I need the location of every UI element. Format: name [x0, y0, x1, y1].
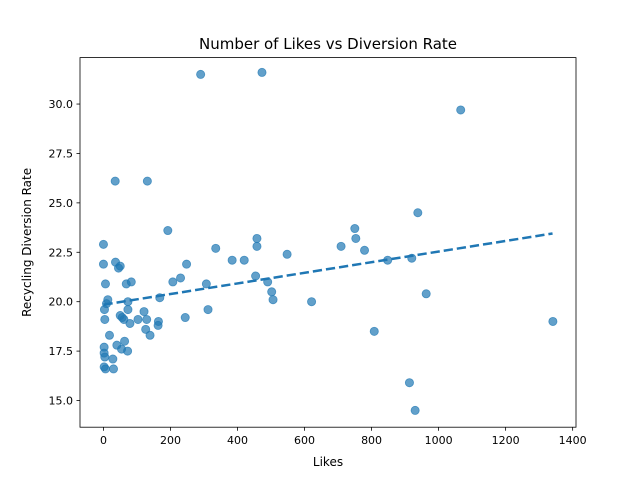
data-point [142, 176, 152, 186]
data-point [109, 364, 119, 374]
chart-title: Number of Likes vs Diversion Rate [199, 35, 457, 53]
data-point [133, 314, 143, 324]
y-tick-label: 25.0 [49, 197, 74, 210]
data-point [123, 346, 133, 356]
data-point [351, 233, 361, 243]
data-point [369, 326, 379, 336]
y-tick-label: 30.0 [49, 98, 74, 111]
data-point [180, 313, 190, 323]
trend-line [103, 232, 553, 306]
data-point [120, 336, 130, 346]
data-point [98, 239, 108, 249]
x-tick-label: 1000 [425, 434, 453, 447]
data-point [153, 320, 163, 330]
data-point [196, 69, 206, 79]
data-point [252, 233, 262, 243]
chart-marks [98, 67, 558, 415]
data-point [410, 405, 420, 415]
data-point [163, 226, 173, 236]
y-axis-ticks: 15.0 17.5 20.0 22.5 25.0 27.5 30.0 [49, 98, 80, 408]
data-point [100, 364, 110, 374]
x-tick-label: 800 [361, 434, 382, 447]
x-tick-label: 600 [294, 434, 315, 447]
data-point [404, 378, 414, 388]
y-tick-label: 17.5 [49, 345, 74, 358]
data-point [142, 314, 152, 324]
data-point [100, 279, 110, 289]
data-point [421, 289, 431, 299]
data-point [168, 277, 178, 287]
data-point [100, 314, 110, 324]
data-point [267, 287, 277, 297]
data-point [145, 330, 155, 340]
x-tick-label: 0 [100, 434, 107, 447]
data-point [211, 243, 221, 253]
data-point [182, 259, 192, 269]
data-point [252, 241, 262, 251]
data-point [99, 305, 109, 315]
x-tick-label: 1200 [492, 434, 520, 447]
y-tick-label: 22.5 [49, 246, 74, 259]
data-point [336, 241, 346, 251]
data-point [251, 271, 261, 281]
data-point [268, 295, 278, 305]
plot-frame [79, 57, 577, 428]
data-point [360, 245, 370, 255]
data-point [201, 279, 211, 289]
data-point [126, 277, 136, 287]
data-point [456, 105, 466, 115]
data-point [239, 255, 249, 265]
data-point [350, 224, 360, 234]
x-axis-ticks: 0 200 400 600 800 1000 1200 1400 [100, 427, 587, 447]
y-tick-label: 20.0 [49, 296, 74, 309]
y-tick-label: 27.5 [49, 147, 74, 160]
data-point [104, 330, 114, 340]
data-point [548, 316, 558, 326]
y-tick-label: 15.0 [49, 395, 74, 408]
x-tick-label: 1400 [559, 434, 587, 447]
data-point [115, 261, 125, 271]
data-point [123, 305, 133, 315]
x-tick-label: 400 [227, 434, 248, 447]
y-axis-label: Recycling Diversion Rate [20, 168, 34, 317]
data-point [203, 305, 213, 315]
data-point [307, 297, 317, 307]
data-point [141, 324, 151, 334]
x-tick-label: 200 [160, 434, 181, 447]
data-point [108, 354, 118, 364]
data-point [110, 176, 120, 186]
data-point [176, 273, 186, 283]
data-point [139, 307, 149, 317]
data-point [227, 255, 237, 265]
data-point [125, 318, 135, 328]
data-point [413, 208, 423, 218]
data-point [100, 352, 110, 362]
data-point [257, 67, 267, 77]
data-point [98, 259, 108, 269]
x-axis-label: Likes [313, 455, 343, 469]
data-point [282, 249, 292, 259]
